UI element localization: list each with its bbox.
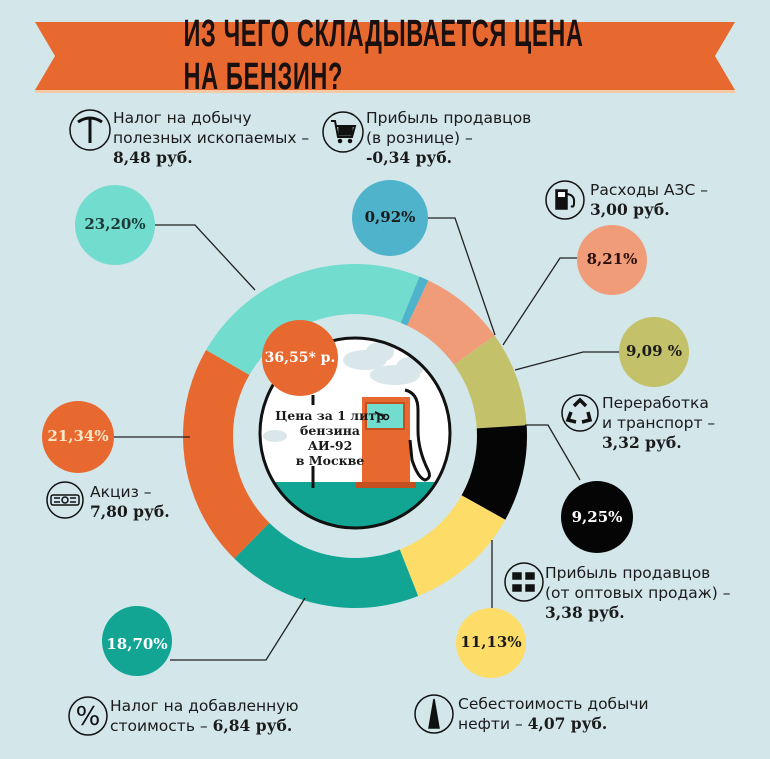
donut-segment — [182, 350, 271, 559]
donut-segment — [399, 494, 506, 596]
donut-segment — [399, 276, 429, 328]
label-line: нефти – — [458, 715, 523, 733]
label-line: Прибыль продавцов — [545, 564, 711, 582]
label-line: Налог на добычу — [113, 109, 252, 127]
data-label: 23,20% — [84, 215, 146, 233]
center-caption: Цена за 1 литр бензина АИ-92 в Москве — [262, 408, 398, 468]
recycle-icon — [561, 394, 599, 432]
scene-border — [258, 336, 452, 530]
shopping-cart-icon — [322, 111, 364, 153]
leader-line — [514, 351, 619, 371]
percent-badge — [577, 225, 647, 295]
title-banner-shadow — [35, 90, 735, 93]
data-label: 9,09 % — [625, 342, 682, 360]
amount: 3,38 руб. — [545, 603, 625, 622]
label-line: Себестоимость добычи — [458, 695, 649, 713]
category-label: Расходы АЗС – 3,00 руб. — [590, 180, 708, 220]
label-line: (в рознице) – — [366, 129, 473, 147]
gas-station-scene — [260, 342, 450, 528]
leader-line — [155, 224, 256, 291]
data-label: 8,21% — [586, 250, 638, 268]
amount: -0,34 руб. — [366, 148, 453, 167]
percent-badge — [561, 481, 633, 553]
category-label: Прибыль продавцов (от оптовых продаж) – … — [545, 563, 730, 623]
label-line: стоимость – — [110, 717, 208, 735]
category-label: Акциз – 7,80 руб. — [90, 482, 170, 522]
leader-lines — [114, 217, 619, 661]
donut-segment — [452, 335, 527, 429]
label-line: Расходы АЗС – — [590, 181, 708, 199]
leader-line — [502, 257, 577, 346]
amount: 8,48 руб. — [113, 148, 193, 167]
category-label: Налог на добычу полезных ископаемых – 8,… — [113, 108, 309, 168]
category-label: Прибыль продавцов (в рознице) – -0,34 ру… — [366, 108, 531, 168]
data-label: 0,92% — [364, 208, 416, 226]
category-label: Себестоимость добычи нефти – 4,07 руб. — [458, 694, 649, 734]
label-line: полезных ископаемых – — [113, 129, 310, 147]
pickaxe-icon — [69, 109, 111, 151]
leader-line — [525, 424, 581, 481]
percent-badge — [75, 185, 155, 265]
percent-badge — [102, 606, 172, 676]
data-label: 21,34% — [47, 427, 109, 445]
caption-line: в Москве — [295, 453, 365, 468]
amount: 6,84 руб. — [212, 716, 293, 735]
price-badge — [262, 320, 338, 396]
oil-derrick-icon — [414, 694, 454, 734]
percent-badge — [619, 317, 689, 387]
fuel-pump-icon — [545, 180, 585, 220]
label-line: Переработка — [602, 394, 709, 412]
cloud-icon — [263, 342, 424, 442]
page-title: ИЗ ЧЕГО СКЛАДЫВАЕТСЯ ЦЕНА НА БЕНЗИН? — [183, 13, 584, 98]
label-line: и транспорт – — [602, 414, 716, 432]
percent-badge — [352, 180, 428, 256]
percent-glyph: % — [76, 702, 101, 732]
amount: 3,00 руб. — [590, 200, 670, 219]
donut-segment — [406, 280, 495, 366]
leader-line — [170, 597, 306, 661]
donut-segment — [234, 521, 419, 608]
percent-badge — [42, 401, 114, 473]
amount: 3,32 руб. — [602, 433, 682, 452]
caption-line: бензина — [300, 423, 360, 438]
label-line: Акциз – — [90, 483, 152, 501]
donut-segment — [459, 425, 527, 520]
leader-line — [428, 217, 496, 336]
fuel-pump-illustration — [356, 388, 431, 488]
data-label: 9,25% — [571, 508, 623, 526]
percent-badge — [456, 608, 526, 678]
category-label: Налог на добавленную стоимость – 6,84 ру… — [110, 696, 299, 736]
multiple-carts-icon — [504, 562, 544, 602]
caption-line: Цена за 1 литр — [275, 408, 385, 423]
title-banner — [35, 22, 735, 90]
amount: 4,07 руб. — [527, 714, 608, 733]
excise-stamp-icon — [46, 481, 84, 519]
label-line: Прибыль продавцов — [366, 109, 532, 127]
donut-segment — [206, 263, 420, 376]
caption-line: АИ-92 — [307, 438, 353, 453]
center-price: 36,55* р. — [264, 350, 336, 366]
data-label: 18,70% — [106, 635, 168, 653]
category-label: Переработка и транспорт – 3,32 руб. — [602, 393, 715, 453]
amount: 7,80 руб. — [90, 502, 170, 521]
percent-icon — [68, 696, 108, 736]
label-line: (от оптовых продаж) – — [545, 584, 731, 602]
data-label: 11,13% — [460, 633, 522, 651]
label-line: Налог на добавленную — [110, 697, 299, 715]
